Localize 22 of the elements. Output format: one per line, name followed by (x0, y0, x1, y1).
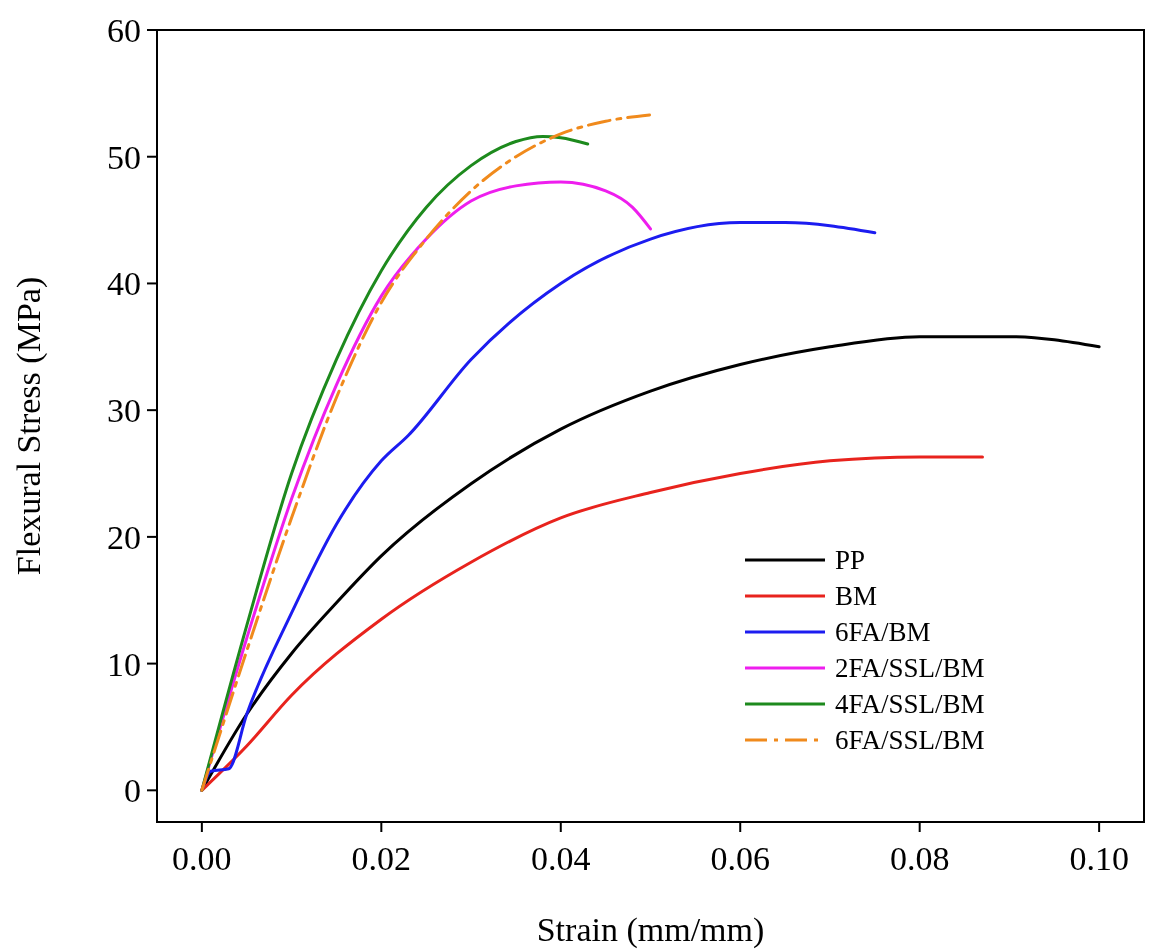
y-tick-label: 60 (107, 12, 141, 49)
legend-label: 2FA/SSL/BM (835, 653, 985, 683)
y-tick-label: 30 (107, 392, 141, 430)
y-tick-label: 20 (107, 518, 141, 556)
legend-label: 4FA/SSL/BM (835, 689, 985, 719)
x-axis-title: Strain (mm/mm) (536, 911, 765, 949)
x-tick-label: 0.10 (1069, 840, 1129, 877)
line-series (200, 455, 984, 792)
legend-label: 6FA/BM (835, 617, 931, 647)
x-tick-label: 0.00 (172, 840, 232, 877)
x-tick-label: 0.04 (531, 840, 591, 877)
legend-label: 6FA/SSL/BM (835, 725, 985, 755)
x-tick-label: 0.02 (351, 840, 412, 877)
x-tick-label: 0.08 (889, 840, 950, 877)
x-tick-label: 0.06 (710, 840, 770, 877)
y-tick-label: 10 (107, 645, 141, 683)
legend-label: BM (835, 581, 878, 611)
y-tick-label: 0 (124, 772, 141, 810)
y-tick-label: 50 (107, 138, 141, 176)
y-axis-title: Flexural Stress (MPa) (10, 276, 48, 576)
y-tick-label: 40 (107, 265, 141, 303)
legend-label: PP (835, 545, 866, 575)
